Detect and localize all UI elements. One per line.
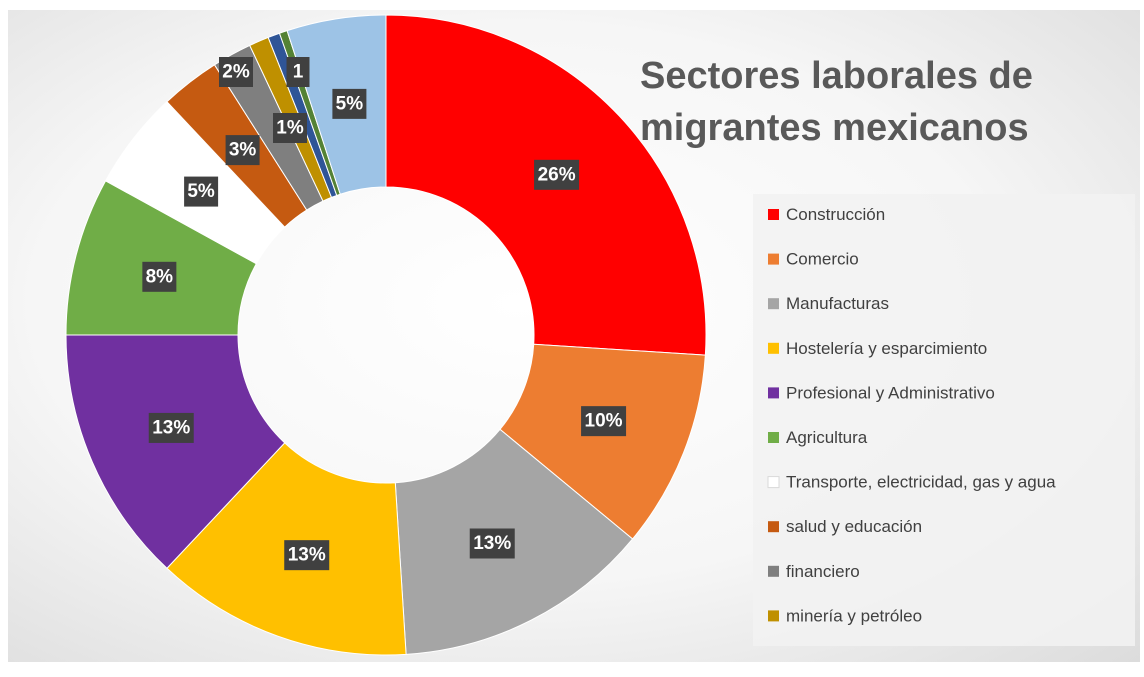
data-label-text-hosteleria-y-esparcimiento-3: 13% <box>288 545 326 566</box>
data-label-box-agricultura-5 <box>142 261 177 292</box>
legend-label-transporte-electricidad-gas-y-agua-6: Transporte, electricidad, gas y agua <box>786 473 1056 492</box>
data-label-manufacturas-2: 13% <box>469 528 515 559</box>
legend-label-financiero-8: financiero <box>786 562 860 581</box>
legend-label-profesional-y-administrativo-4: Profesional y Administrativo <box>786 383 995 402</box>
legend-label-agricultura-5: Agricultura <box>786 428 868 447</box>
data-label-unlabeled-12: 5% <box>332 88 367 119</box>
legend-swatch-comercio-1 <box>768 253 779 265</box>
data-label-text-profesional-y-administrativo-4: 13% <box>152 417 190 438</box>
chart-legend: Construcción Comercio Manufacturas Hosteler… <box>753 194 1135 646</box>
legend-swatch-transporte-electricidad-gas-y-agua-6 <box>767 476 780 489</box>
donut-slice-profesional-y-administrativo-4 <box>65 334 286 569</box>
chart-title-line-1: Sectores laborales de <box>640 55 1033 97</box>
legend-label-hosteleria-y-esparcimiento-3: Hostelería y esparcimiento <box>786 339 987 358</box>
data-label-profesional-y-administrativo-4: 13% <box>148 412 194 443</box>
legend-swatch-hosteleria-y-esparcimiento-3 <box>768 342 779 354</box>
data-label-unlabeled-10: 1 <box>286 57 310 87</box>
data-label-agricultura-5: 8% <box>142 261 177 292</box>
chart-title-line-2: migrantes mexicanos <box>640 107 1029 149</box>
data-label-text-agricultura-5: 8% <box>146 266 174 287</box>
legend-label-salud-y-educacion-7: salud y educación <box>786 517 922 536</box>
data-label-transporte-electricidad-gas-y-agua-6: 5% <box>184 176 219 207</box>
legend-swatch-profesional-y-administrativo-4 <box>768 387 779 399</box>
data-label-box-manufacturas-2 <box>469 528 515 559</box>
data-label-box-financiero-8 <box>219 57 253 87</box>
data-label-text-manufacturas-2: 13% <box>473 533 511 554</box>
data-label-text-salud-y-educacion-7: 3% <box>229 140 257 161</box>
legend-label-manufacturas-2: Manufacturas <box>786 294 889 313</box>
data-label-text-transporte-electricidad-gas-y-agua-6: 5% <box>187 181 215 202</box>
data-label-construccion-0: 26% <box>534 159 580 190</box>
legend-swatch-mineria-y-petroleo-9 <box>768 610 779 622</box>
legend-label-construccion-0: Construcción <box>786 205 885 224</box>
data-label-box-transporte-electricidad-gas-y-agua-6 <box>184 176 219 207</box>
legend-swatch-construccion-0 <box>768 209 779 220</box>
legend-swatch-financiero-8 <box>768 565 779 577</box>
chart-title: Sectores laborales de migrantes mexicano… <box>640 55 1033 149</box>
data-label-box-unlabeled-10 <box>286 57 310 87</box>
data-label-box-hosteleria-y-esparcimiento-3 <box>284 540 330 571</box>
data-label-salud-y-educacion-7: 3% <box>225 135 260 166</box>
data-label-text-comercio-1: 10% <box>585 411 623 432</box>
data-label-box-unlabeled-12 <box>332 88 367 119</box>
data-label-text-mineria-y-petroleo-9: 1% <box>276 118 304 139</box>
data-label-comercio-1: 10% <box>581 406 627 437</box>
legend-label-comercio-1: Comercio <box>786 250 859 269</box>
data-label-box-mineria-y-petroleo-9 <box>273 113 307 143</box>
data-label-box-profesional-y-administrativo-4 <box>148 412 194 443</box>
chart-area: 26% 10% 13% 13% 13% 8% 5% 3% 2% 1% 1 5% Sectores la… <box>8 10 1140 662</box>
data-label-box-salud-y-educacion-7 <box>225 135 260 166</box>
data-label-text-unlabeled-12: 5% <box>336 93 364 114</box>
data-label-text-unlabeled-10: 1 <box>293 62 304 83</box>
donut-chart: 26% 10% 13% 13% 13% 8% 5% 3% 2% 1% 1 5% Sectores la… <box>65 14 1135 656</box>
data-label-box-comercio-1 <box>581 406 627 437</box>
legend-label-mineria-y-petroleo-9: minería y petróleo <box>786 606 922 625</box>
legend-background <box>753 194 1135 646</box>
data-label-mineria-y-petroleo-9: 1% <box>273 113 307 143</box>
data-label-text-construccion-0: 26% <box>538 164 576 185</box>
data-label-box-construccion-0 <box>534 159 580 190</box>
legend-swatch-manufacturas-2 <box>768 298 779 310</box>
data-label-financiero-8: 2% <box>219 57 253 87</box>
data-label-text-financiero-8: 2% <box>222 62 250 83</box>
data-label-hosteleria-y-esparcimiento-3: 13% <box>284 540 330 571</box>
legend-swatch-agricultura-5 <box>768 432 779 443</box>
legend-swatch-salud-y-educacion-7 <box>768 521 779 533</box>
